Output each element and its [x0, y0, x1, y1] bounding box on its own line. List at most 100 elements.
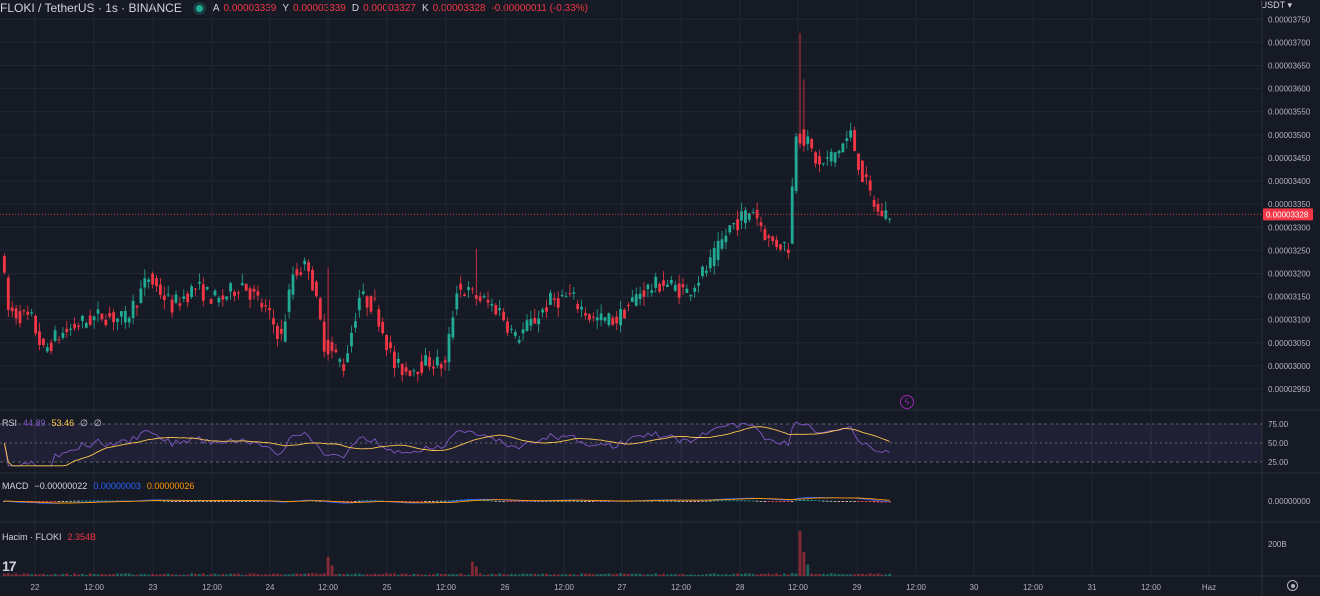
candle-body [194, 288, 197, 290]
volume-bar [650, 574, 654, 576]
volume-bar [221, 574, 225, 576]
candle-body [279, 328, 283, 334]
macd-hist-bar [65, 500, 68, 502]
volume-bar [186, 574, 190, 576]
volume-bar [829, 573, 833, 576]
macd-hist-bar [763, 501, 767, 502]
volume-bar [615, 573, 619, 576]
volume-bar [599, 574, 603, 576]
volume-bar [720, 574, 724, 576]
volume-bar [38, 574, 41, 576]
macd-hist-bar [260, 501, 263, 502]
candle-body [116, 318, 119, 322]
candle-body [720, 239, 724, 249]
volume-bar [303, 573, 307, 576]
volume-bar [630, 573, 634, 576]
volume-bar [443, 574, 447, 576]
candle-body [45, 347, 49, 352]
candle-body [478, 296, 482, 302]
candle-body [861, 160, 864, 182]
volume-bar [135, 574, 139, 576]
macd-hist-bar [759, 500, 763, 502]
volume-bar [178, 574, 182, 576]
volume-bar [845, 574, 849, 576]
volume-bar [194, 573, 197, 576]
macd-hist-bar [233, 501, 236, 502]
candle-body [53, 330, 57, 341]
macd-hist-bar [357, 500, 361, 502]
macd-hist-bar [595, 501, 599, 502]
candle-body [49, 342, 53, 352]
ohlc-legend: A 0.00003339 Y 0.00003339 D 0.00003327 K 0.0… [213, 3, 590, 14]
volume-bar [57, 574, 61, 576]
open-label: A [212, 2, 220, 14]
volume-bar [139, 573, 143, 576]
candle-body [322, 321, 326, 352]
macd-hist-bar [564, 500, 568, 502]
macd-hist-bar [728, 500, 731, 502]
macd-hist-bar [537, 501, 540, 502]
volume-bar [147, 574, 151, 576]
volume-bar [591, 574, 595, 576]
volume-bar [825, 574, 829, 576]
volume-bar [389, 573, 392, 576]
candle-body [849, 130, 853, 138]
macd-hist-bar [404, 501, 408, 502]
volume-bar [30, 574, 34, 576]
macd-hist-bar [724, 500, 728, 502]
macd-hist-bar [857, 501, 860, 502]
candle-body [229, 283, 232, 292]
volume-bar [412, 573, 416, 576]
macd-hist-bar [744, 500, 747, 502]
macd-hist-bar [545, 500, 548, 502]
time-tick-label: 26 [501, 583, 510, 592]
volume-bar [767, 573, 771, 576]
price-tick-label: 0.00003300 [1268, 223, 1311, 232]
candle-body [201, 284, 205, 301]
time-tick-label: 30 [970, 583, 979, 592]
candle-body [443, 360, 447, 363]
candle-body [853, 130, 856, 152]
candle-body [638, 293, 642, 300]
volume-bar [771, 574, 775, 576]
volume-bar [755, 574, 759, 576]
volume-bar [627, 573, 630, 576]
time-tick-label: 24 [266, 583, 275, 592]
volume-bar [506, 574, 509, 576]
macd-hist-bar [439, 500, 443, 502]
macd-hist-bar [482, 500, 486, 502]
macd-hist-bar [38, 501, 41, 502]
lightning-icon[interactable]: ϟ [900, 395, 914, 409]
rsi-empty-2: ∅ [93, 418, 102, 428]
gear-icon[interactable] [1287, 580, 1298, 591]
macd-hist-bar [798, 500, 802, 501]
macd-hist-bar [69, 500, 72, 502]
candle-body [240, 283, 244, 286]
tradingview-logo[interactable]: 17 [2, 558, 17, 574]
volume-bar [810, 573, 814, 576]
macd-hist-bar [541, 501, 544, 502]
macd-hist-bar [837, 501, 841, 502]
volume-bar [888, 573, 892, 576]
price-tick-label: 0.00003350 [1268, 200, 1311, 209]
volume-bar [580, 573, 583, 576]
macd-hist-bar [556, 500, 560, 502]
macd-hist-bar [252, 501, 256, 502]
currency-selector[interactable]: USDT ▾ [1260, 0, 1292, 10]
volume-bar [84, 574, 88, 576]
symbol-title[interactable]: FLOKI / TetherUS · 1s · BINANCE [0, 1, 182, 15]
candle-body [233, 291, 236, 296]
volume-bar [143, 573, 147, 576]
volume-bar [69, 574, 73, 576]
volume-bar [237, 573, 240, 576]
volume-bar [490, 573, 494, 576]
time-tick-label: 23 [149, 583, 158, 592]
macd-hist-bar [104, 500, 107, 502]
candle-body [170, 299, 174, 313]
candle-body [334, 349, 338, 353]
volume-bar [3, 573, 6, 576]
last-price-badge [1263, 208, 1313, 221]
volume-bar [525, 573, 529, 576]
macd-hist-bar [369, 500, 373, 502]
